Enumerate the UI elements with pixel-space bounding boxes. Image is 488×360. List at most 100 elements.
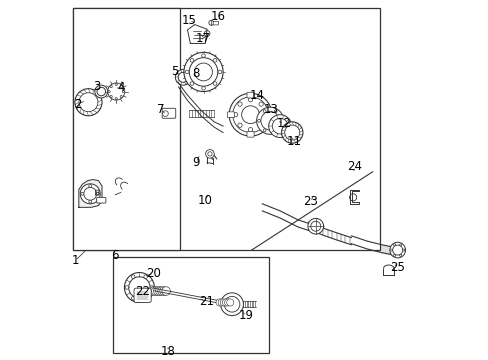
Text: 6: 6 <box>110 249 118 262</box>
Text: 1: 1 <box>71 254 79 267</box>
Circle shape <box>153 287 162 295</box>
Text: 2: 2 <box>74 98 81 111</box>
Circle shape <box>110 85 112 87</box>
Circle shape <box>232 97 268 132</box>
Circle shape <box>178 72 188 82</box>
FancyBboxPatch shape <box>246 131 254 137</box>
Text: 5: 5 <box>171 66 178 78</box>
Text: 8: 8 <box>192 67 200 80</box>
Circle shape <box>274 110 277 113</box>
Circle shape <box>261 112 279 130</box>
Circle shape <box>393 254 395 256</box>
Circle shape <box>349 194 356 201</box>
Circle shape <box>122 90 124 93</box>
Circle shape <box>218 70 221 74</box>
Circle shape <box>390 249 392 251</box>
Circle shape <box>237 102 242 106</box>
Text: 16: 16 <box>210 10 225 23</box>
Text: 25: 25 <box>389 261 404 274</box>
Circle shape <box>81 192 83 195</box>
Circle shape <box>222 299 229 306</box>
FancyBboxPatch shape <box>213 21 218 25</box>
Circle shape <box>155 287 164 295</box>
Circle shape <box>307 219 323 234</box>
Circle shape <box>97 87 105 96</box>
Circle shape <box>131 297 135 300</box>
Circle shape <box>259 123 263 127</box>
Circle shape <box>190 59 193 62</box>
Circle shape <box>248 98 252 102</box>
Text: 18: 18 <box>160 345 175 358</box>
Text: 15: 15 <box>182 14 196 27</box>
Circle shape <box>202 86 205 90</box>
Circle shape <box>115 84 117 85</box>
Circle shape <box>75 89 102 116</box>
Text: 14: 14 <box>249 89 264 102</box>
Text: 12: 12 <box>276 117 290 130</box>
Circle shape <box>207 152 212 156</box>
Circle shape <box>279 119 282 122</box>
Circle shape <box>202 54 205 57</box>
Bar <box>73 8 180 250</box>
Circle shape <box>272 118 287 134</box>
Circle shape <box>125 286 128 289</box>
Circle shape <box>237 123 242 127</box>
Circle shape <box>108 90 110 93</box>
Circle shape <box>89 200 91 203</box>
Circle shape <box>220 293 243 316</box>
Text: 24: 24 <box>347 160 362 173</box>
Bar <box>73 8 379 250</box>
Circle shape <box>97 192 99 195</box>
Circle shape <box>157 287 166 295</box>
Circle shape <box>80 184 100 204</box>
Circle shape <box>143 275 147 279</box>
Text: 17: 17 <box>196 32 211 45</box>
FancyBboxPatch shape <box>97 197 106 203</box>
Circle shape <box>263 129 265 132</box>
Text: 23: 23 <box>303 195 317 208</box>
Circle shape <box>95 85 107 98</box>
Circle shape <box>185 70 188 74</box>
FancyBboxPatch shape <box>134 288 151 302</box>
Text: 21: 21 <box>199 295 214 308</box>
Circle shape <box>204 31 209 36</box>
Circle shape <box>241 106 259 123</box>
Text: 7: 7 <box>157 103 164 116</box>
Text: 3: 3 <box>93 80 100 93</box>
Circle shape <box>208 20 213 25</box>
Text: 11: 11 <box>286 135 301 148</box>
Circle shape <box>110 86 122 97</box>
Circle shape <box>205 150 214 158</box>
Polygon shape <box>187 24 207 44</box>
Circle shape <box>281 122 302 143</box>
Circle shape <box>226 299 233 306</box>
Circle shape <box>110 95 112 98</box>
Circle shape <box>128 277 150 298</box>
Circle shape <box>392 245 402 255</box>
Circle shape <box>124 273 154 302</box>
Circle shape <box>115 98 117 100</box>
Circle shape <box>310 221 320 231</box>
Circle shape <box>189 58 217 86</box>
Circle shape <box>393 244 395 246</box>
Circle shape <box>162 287 170 295</box>
FancyBboxPatch shape <box>266 112 273 118</box>
FancyBboxPatch shape <box>227 112 234 118</box>
Text: 13: 13 <box>263 103 278 116</box>
Circle shape <box>248 127 252 132</box>
Circle shape <box>160 287 168 295</box>
Circle shape <box>79 93 98 112</box>
Circle shape <box>83 187 97 200</box>
FancyBboxPatch shape <box>246 92 254 98</box>
Circle shape <box>162 111 168 117</box>
Circle shape <box>263 110 265 113</box>
Circle shape <box>257 119 260 122</box>
Circle shape <box>259 102 263 106</box>
Polygon shape <box>79 180 102 207</box>
Text: 22: 22 <box>135 284 150 298</box>
Circle shape <box>256 107 283 134</box>
Circle shape <box>190 82 193 85</box>
Circle shape <box>183 52 223 91</box>
Circle shape <box>89 185 91 187</box>
Circle shape <box>194 63 212 81</box>
